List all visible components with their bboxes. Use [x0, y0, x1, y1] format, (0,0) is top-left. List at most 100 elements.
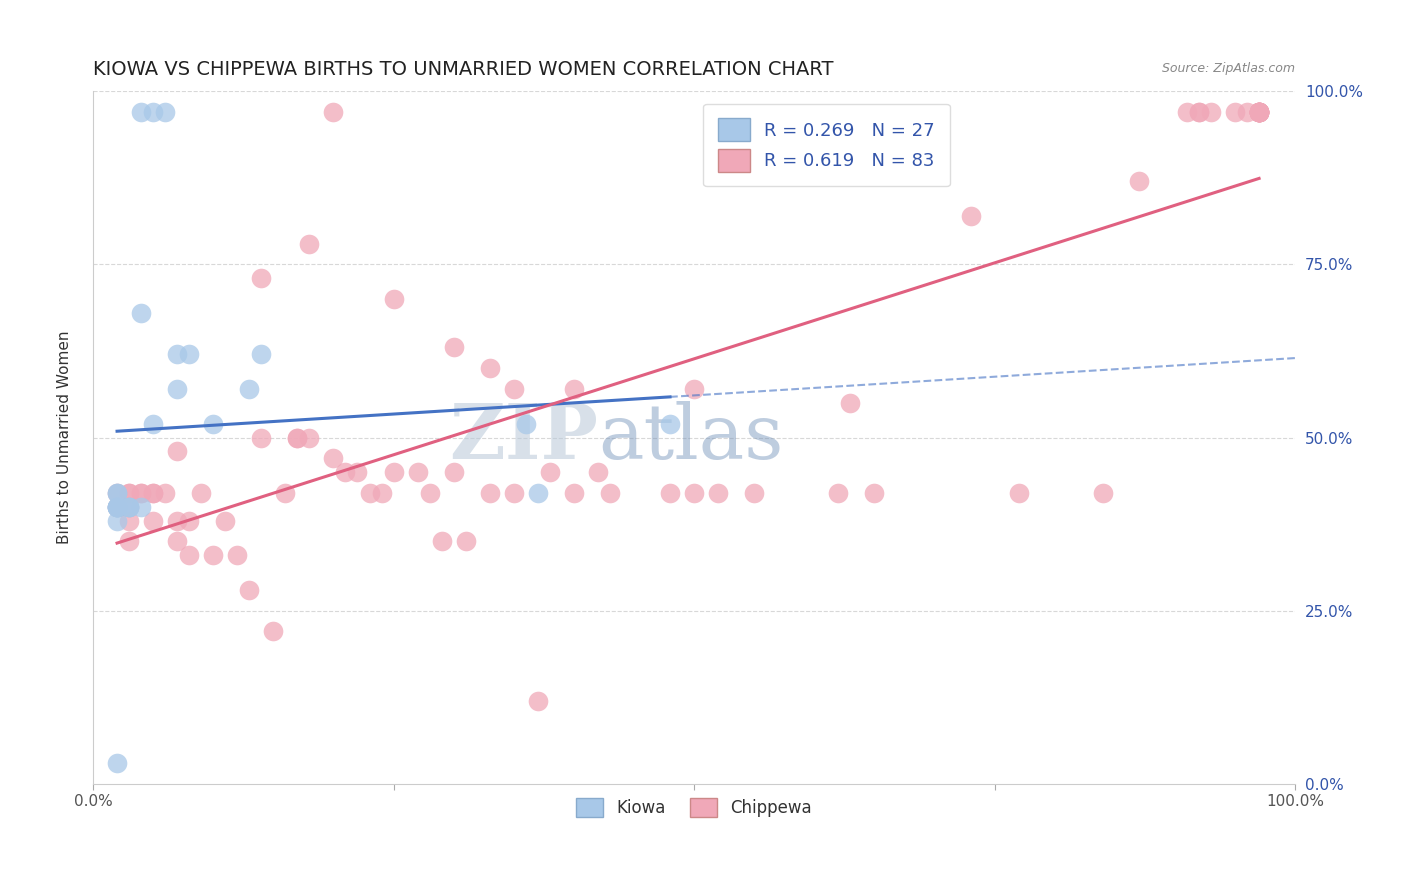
Point [118, 486, 141, 500]
Point [515, 417, 537, 431]
Point [179, 514, 201, 528]
Point [250, 347, 273, 361]
Point [1249, 105, 1271, 120]
Point [1008, 486, 1031, 500]
Point [105, 486, 128, 500]
Point [527, 486, 550, 500]
Point [443, 341, 465, 355]
Point [118, 514, 141, 528]
Point [226, 548, 249, 562]
Point [863, 486, 886, 500]
Point [179, 548, 201, 562]
Text: atlas: atlas [598, 401, 783, 475]
Point [1236, 105, 1258, 120]
Point [382, 465, 405, 479]
Point [105, 500, 128, 514]
Y-axis label: Births to Unmarried Women: Births to Unmarried Women [58, 331, 72, 544]
Point [238, 582, 260, 597]
Point [562, 382, 585, 396]
Point [129, 486, 152, 500]
Point [262, 624, 284, 639]
Point [214, 514, 236, 528]
Point [683, 486, 706, 500]
Text: ZIP: ZIP [449, 401, 598, 475]
Point [105, 500, 128, 514]
Point [118, 500, 141, 514]
Point [142, 514, 165, 528]
Point [1199, 105, 1222, 120]
Point [166, 347, 188, 361]
Point [478, 361, 501, 376]
Point [1091, 486, 1114, 500]
Point [1128, 174, 1150, 188]
Point [959, 209, 981, 223]
Point [118, 500, 141, 514]
Point [370, 486, 392, 500]
Point [419, 486, 441, 500]
Point [202, 417, 225, 431]
Point [538, 465, 561, 479]
Point [298, 430, 321, 444]
Point [1175, 105, 1198, 120]
Point [599, 486, 621, 500]
Point [105, 756, 128, 770]
Point [443, 465, 465, 479]
Point [129, 486, 152, 500]
Point [166, 382, 188, 396]
Point [105, 514, 128, 528]
Point [322, 105, 344, 120]
Point [586, 465, 609, 479]
Point [827, 486, 849, 500]
Point [1249, 105, 1271, 120]
Point [142, 417, 165, 431]
Point [1188, 105, 1211, 120]
Point [1223, 105, 1246, 120]
Point [287, 430, 309, 444]
Point [742, 486, 765, 500]
Point [335, 465, 357, 479]
Point [118, 534, 141, 549]
Point [298, 236, 321, 251]
Point [105, 500, 128, 514]
Point [502, 382, 524, 396]
Point [527, 693, 550, 707]
Point [105, 500, 128, 514]
Point [190, 486, 212, 500]
Point [274, 486, 297, 500]
Point [1249, 105, 1271, 120]
Point [179, 347, 201, 361]
Point [142, 486, 165, 500]
Point [1249, 105, 1271, 120]
Point [659, 417, 682, 431]
Point [562, 486, 585, 500]
Point [359, 486, 381, 500]
Point [659, 486, 682, 500]
Point [153, 486, 176, 500]
Point [430, 534, 453, 549]
Point [322, 451, 344, 466]
Point [118, 500, 141, 514]
Point [142, 486, 165, 500]
Point [202, 548, 225, 562]
Text: Source: ZipAtlas.com: Source: ZipAtlas.com [1163, 62, 1295, 75]
Point [153, 105, 176, 120]
Point [454, 534, 477, 549]
Point [238, 382, 260, 396]
Point [250, 430, 273, 444]
Point [382, 292, 405, 306]
Point [129, 500, 152, 514]
Point [502, 486, 524, 500]
Point [118, 500, 141, 514]
Point [105, 500, 128, 514]
Point [166, 534, 188, 549]
Point [129, 105, 152, 120]
Point [1188, 105, 1211, 120]
Point [287, 430, 309, 444]
Point [129, 306, 152, 320]
Point [707, 486, 730, 500]
Point [346, 465, 368, 479]
Point [1249, 105, 1271, 120]
Point [1249, 105, 1271, 120]
Point [105, 486, 128, 500]
Point [105, 486, 128, 500]
